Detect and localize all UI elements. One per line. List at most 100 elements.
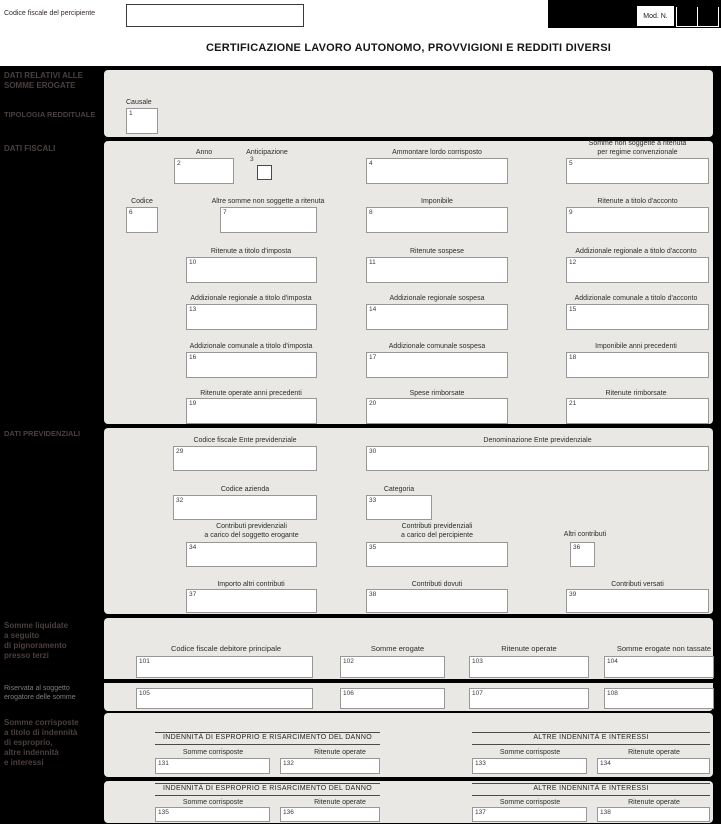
field-num: 5 — [569, 160, 573, 167]
field-box-32[interactable]: 32 — [173, 495, 317, 520]
somme-corrisposte-label: Somme corrisposte — [499, 799, 561, 806]
field-num: 4 — [369, 160, 373, 167]
field-num: 6 — [129, 209, 133, 216]
codice-azienda-label: Codice azienda — [220, 486, 270, 493]
field-box-17[interactable]: 17 — [366, 352, 508, 378]
field-num: 105 — [139, 690, 150, 697]
categoria-label: Categoria — [383, 486, 415, 493]
esproprio2-left-title: INDENNITÀ DI ESPROPRIO E RISARCIMENTO DE… — [163, 785, 372, 792]
field-box-30[interactable]: 30 — [366, 446, 709, 471]
add-reg-acconto-label: Addizionale regionale a titolo d'acconto — [575, 248, 697, 255]
pignoramento-divider — [104, 679, 713, 683]
esproprio1-right-rule-bottom — [472, 744, 710, 745]
esproprio1-left-rule-top — [155, 732, 380, 733]
sidebar-dati-previdenziali: DATI PREVIDENZIALI — [4, 429, 81, 438]
field-box-137[interactable]: 137 — [472, 807, 587, 822]
esproprio1-right-rule-top — [472, 732, 710, 733]
field-num: 32 — [176, 497, 184, 504]
field-box-18[interactable]: 18 — [566, 352, 709, 378]
field-box-36[interactable]: 36 — [570, 542, 595, 567]
ritenute-operate-label: Ritenute operate — [501, 644, 557, 653]
field-num: 36 — [573, 544, 581, 551]
field-box-5[interactable]: 5 — [566, 158, 709, 184]
field-num: 131 — [158, 760, 169, 767]
field-box-132[interactable]: 132 — [280, 758, 380, 774]
field-box-16[interactable]: 16 — [186, 352, 317, 378]
field-box-102[interactable]: 102 — [340, 656, 445, 678]
ritenute-sospese-label: Ritenute sospese — [409, 248, 465, 255]
ritenute-operate-label: Ritenute operate — [314, 799, 366, 806]
ritenute-acconto-label: Ritenute a titolo d'acconto — [597, 198, 678, 205]
field-box-10[interactable]: 10 — [186, 257, 317, 283]
altre-somme-label: Altre somme non soggette a ritenuta — [211, 198, 325, 205]
altri-contributi-label: Altri contributi — [563, 531, 607, 538]
field-box-19[interactable]: 19 — [186, 398, 317, 424]
field-num-3: 3 — [250, 156, 254, 163]
field-num: 136 — [283, 809, 294, 816]
field-box-6-codice[interactable]: 6 — [126, 207, 158, 233]
denominazione-ente-label: Denominazione Ente previdenziale — [483, 437, 592, 444]
field-box-1-causale[interactable]: 1 — [126, 108, 158, 134]
field-box-2-anno[interactable]: 2 — [174, 158, 234, 184]
field-box-138[interactable]: 138 — [597, 807, 710, 822]
field-num: 19 — [189, 400, 197, 407]
anticipazione-checkbox[interactable] — [257, 165, 272, 180]
contributi-dovuti-label: Contributi dovuti — [411, 581, 463, 588]
field-box-7[interactable]: 7 — [220, 207, 317, 233]
field-num: 17 — [369, 354, 377, 361]
field-box-38[interactable]: 38 — [366, 589, 508, 613]
field-box-9[interactable]: 9 — [566, 207, 709, 233]
field-box-133[interactable]: 133 — [472, 758, 587, 774]
field-box-108[interactable]: 108 — [604, 688, 714, 709]
field-box-20[interactable]: 20 — [366, 398, 508, 424]
field-num: 137 — [475, 809, 486, 816]
field-box-13[interactable]: 13 — [186, 304, 317, 330]
field-box-12[interactable]: 12 — [566, 257, 709, 283]
contributi-erogante-label: Contributi previdenziali a carico del so… — [204, 523, 299, 539]
field-box-37[interactable]: 37 — [186, 589, 317, 613]
sidebar-tipologia: TIPOLOGIA REDDITUALE — [4, 110, 96, 119]
field-num: 1 — [129, 110, 133, 117]
field-box-21[interactable]: 21 — [566, 398, 709, 424]
add-com-acconto-label: Addizionale comunale a titolo d'acconto — [574, 295, 698, 302]
field-box-4-ammontare[interactable]: 4 — [366, 158, 508, 184]
field-num: 14 — [369, 306, 377, 313]
field-box-11[interactable]: 11 — [366, 257, 508, 283]
cf-percipiente-input[interactable] — [126, 4, 304, 27]
field-num: 38 — [369, 591, 377, 598]
sidebar-esproprio: Somme corrisposte a titolo di indennità … — [4, 718, 79, 767]
field-box-131[interactable]: 131 — [155, 758, 270, 774]
esproprio2-right-rule-bottom — [472, 795, 710, 796]
field-box-29[interactable]: 29 — [173, 446, 317, 471]
field-num: 138 — [600, 809, 611, 816]
mod-n-cell-2[interactable] — [697, 7, 719, 27]
add-reg-sospesa-label: Addizionale regionale sospesa — [389, 295, 485, 302]
field-box-103[interactable]: 103 — [469, 656, 589, 678]
field-box-104[interactable]: 104 — [604, 656, 714, 678]
field-num: 30 — [369, 448, 377, 455]
field-box-135[interactable]: 135 — [155, 807, 270, 822]
field-box-8-imponibile[interactable]: 8 — [366, 207, 508, 233]
mod-n-cell-1[interactable] — [676, 7, 698, 27]
field-box-35[interactable]: 35 — [366, 542, 508, 567]
field-num: 8 — [369, 209, 373, 216]
field-box-134[interactable]: 134 — [597, 758, 710, 774]
somme-erogate-label: Somme erogate — [370, 644, 425, 653]
field-box-34[interactable]: 34 — [186, 542, 317, 567]
field-box-107[interactable]: 107 — [469, 688, 589, 709]
esproprio1-left-title: INDENNITÀ DI ESPROPRIO E RISARCIMENTO DE… — [163, 734, 372, 741]
field-box-39[interactable]: 39 — [566, 589, 709, 613]
field-box-15[interactable]: 15 — [566, 304, 709, 330]
field-box-136[interactable]: 136 — [280, 807, 380, 822]
esproprio2-left-rule-top — [155, 783, 380, 784]
field-box-14[interactable]: 14 — [366, 304, 508, 330]
field-num: 12 — [569, 259, 577, 266]
field-num: 9 — [569, 209, 573, 216]
field-box-33[interactable]: 33 — [366, 495, 432, 520]
field-num: 132 — [283, 760, 294, 767]
field-box-106[interactable]: 106 — [340, 688, 445, 709]
somme-corrisposte-label: Somme corrisposte — [182, 799, 244, 806]
ritenute-operate-label: Ritenute operate — [628, 799, 680, 806]
field-box-105[interactable]: 105 — [136, 688, 313, 709]
field-box-101[interactable]: 101 — [136, 656, 313, 678]
